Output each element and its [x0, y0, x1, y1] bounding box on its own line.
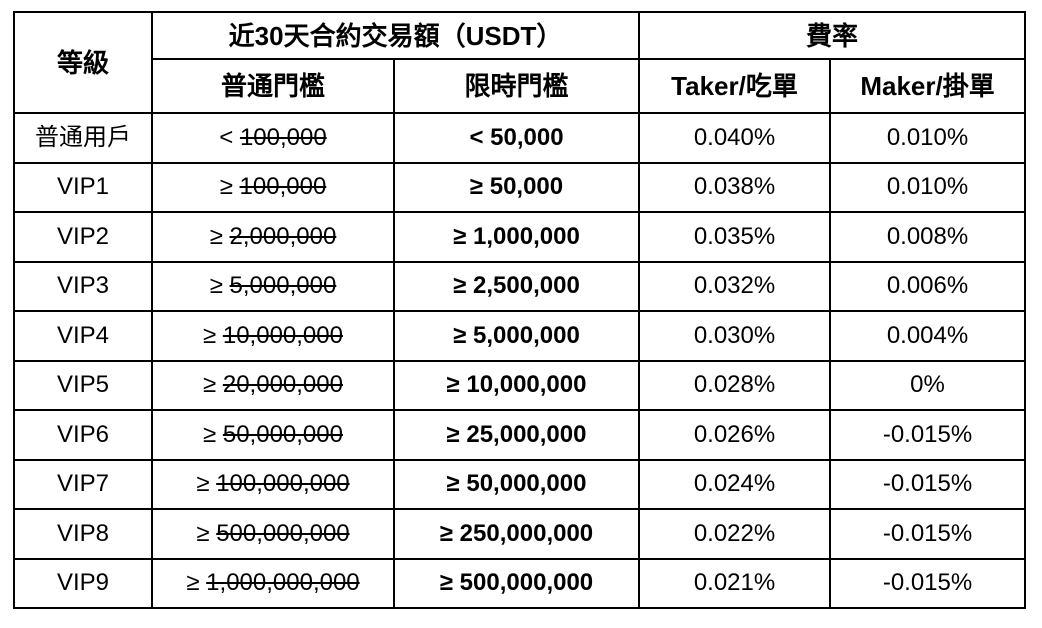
- regular-threshold-old-value: 100,000,000: [216, 470, 350, 498]
- header-taker: Taker/吃單: [638, 58, 832, 114]
- regular-threshold-old-value: 5,000,000: [229, 272, 337, 300]
- regular-threshold-old-value: 100,000: [239, 123, 327, 151]
- taker-rate-cell: 0.040%: [638, 112, 832, 164]
- regular-threshold-old-value: 2,000,000: [229, 222, 337, 250]
- table-row: VIP4 ≥ 10,000,000 ≥ 5,000,000 0.030% 0.004%: [13, 310, 1027, 362]
- table-row: 普通用戶 < 100,000 < 50,000 0.040% 0.010%: [13, 112, 1027, 164]
- tier-cell: VIP5: [13, 359, 153, 411]
- limited-threshold-cell: < 50,000: [392, 112, 641, 164]
- header-regular-threshold: 普通門檻: [151, 58, 395, 114]
- regular-threshold-prefix: ≥: [209, 272, 223, 300]
- maker-rate-cell: 0%: [829, 359, 1027, 411]
- limited-threshold-cell: ≥ 500,000,000: [392, 557, 641, 609]
- taker-rate-cell: 0.022%: [638, 508, 832, 560]
- limited-threshold-cell: ≥ 250,000,000: [392, 508, 641, 560]
- limited-threshold-cell: ≥ 25,000,000: [392, 409, 641, 461]
- regular-threshold-prefix: ≥: [203, 321, 217, 349]
- table-header: 等級 近30天合約交易額（USDT） 費率 普通門檻 限時門檻 Taker/吃單…: [13, 11, 1027, 114]
- table-row: VIP2 ≥ 2,000,000 ≥ 1,000,000 0.035% 0.008%: [13, 211, 1027, 263]
- regular-threshold-old-value: 500,000,000: [216, 519, 350, 547]
- regular-threshold-old-value: 100,000: [239, 173, 327, 201]
- maker-rate-cell: 0.006%: [829, 260, 1027, 312]
- regular-threshold-cell: ≥ 50,000,000: [151, 409, 395, 461]
- table-row: VIP3 ≥ 5,000,000 ≥ 2,500,000 0.032% 0.006%: [13, 260, 1027, 312]
- regular-threshold-prefix: ≥: [186, 569, 200, 597]
- regular-threshold-prefix: ≥: [196, 470, 210, 498]
- regular-threshold-cell: ≥ 100,000: [151, 161, 395, 213]
- table-row: VIP6 ≥ 50,000,000 ≥ 25,000,000 0.026% -0.015…: [13, 409, 1027, 461]
- regular-threshold-cell: ≥ 1,000,000,000: [151, 557, 395, 609]
- header-fee-group: 費率: [638, 11, 1027, 60]
- tier-cell: VIP6: [13, 409, 153, 461]
- regular-threshold-prefix: ≥: [203, 371, 217, 399]
- taker-rate-cell: 0.038%: [638, 161, 832, 213]
- regular-threshold-old-value: 50,000,000: [222, 420, 343, 448]
- regular-threshold-old-value: 1,000,000,000: [206, 569, 360, 597]
- maker-rate-cell: -0.015%: [829, 409, 1027, 461]
- fee-table: 等級 近30天合約交易額（USDT） 費率 普通門檻 限時門檻 Taker/吃單…: [13, 11, 1027, 609]
- maker-rate-cell: -0.015%: [829, 508, 1027, 560]
- header-row-1: 等級 近30天合約交易額（USDT） 費率: [13, 11, 1027, 114]
- regular-threshold-cell: ≥ 5,000,000: [151, 260, 395, 312]
- regular-threshold-old-value: 20,000,000: [222, 371, 343, 399]
- table-row: VIP5 ≥ 20,000,000 ≥ 10,000,000 0.028% 0%: [13, 359, 1027, 411]
- table-row: VIP1 ≥ 100,000 ≥ 50,000 0.038% 0.010%: [13, 161, 1027, 213]
- taker-rate-cell: 0.030%: [638, 310, 832, 362]
- regular-threshold-cell: ≥ 100,000,000: [151, 458, 395, 510]
- taker-rate-cell: 0.026%: [638, 409, 832, 461]
- tier-cell: VIP8: [13, 508, 153, 560]
- table-row: VIP9 ≥ 1,000,000,000 ≥ 500,000,000 0.021% -0…: [13, 557, 1027, 609]
- limited-threshold-cell: ≥ 10,000,000: [392, 359, 641, 411]
- regular-threshold-cell: ≥ 20,000,000: [151, 359, 395, 411]
- tier-cell: VIP7: [13, 458, 153, 510]
- taker-rate-cell: 0.035%: [638, 211, 832, 263]
- regular-threshold-cell: ≥ 500,000,000: [151, 508, 395, 560]
- maker-rate-cell: 0.010%: [829, 112, 1027, 164]
- regular-threshold-prefix: ≥: [203, 420, 217, 448]
- taker-rate-cell: 0.028%: [638, 359, 832, 411]
- regular-threshold-prefix: <: [219, 123, 234, 151]
- regular-threshold-old-value: 10,000,000: [222, 321, 343, 349]
- maker-rate-cell: -0.015%: [829, 557, 1027, 609]
- tier-cell: VIP1: [13, 161, 153, 213]
- limited-threshold-cell: ≥ 5,000,000: [392, 310, 641, 362]
- limited-threshold-cell: ≥ 50,000,000: [392, 458, 641, 510]
- limited-threshold-cell: ≥ 2,500,000: [392, 260, 641, 312]
- regular-threshold-cell: ≥ 2,000,000: [151, 211, 395, 263]
- maker-rate-cell: 0.008%: [829, 211, 1027, 263]
- regular-threshold-prefix: ≥: [209, 222, 223, 250]
- tier-cell: VIP3: [13, 260, 153, 312]
- table-body: 普通用戶 < 100,000 < 50,000 0.040% 0.010% VIP1 ≥ 1…: [13, 112, 1027, 609]
- header-row-2: 普通門檻 限時門檻 Taker/吃單 Maker/掛單: [14, 58, 1027, 114]
- header-maker: Maker/掛單: [829, 58, 1027, 114]
- limited-threshold-cell: ≥ 50,000: [392, 161, 641, 213]
- tier-cell: 普通用戶: [13, 112, 153, 164]
- tier-cell: VIP4: [13, 310, 153, 362]
- header-level: 等級: [13, 11, 153, 114]
- table-row: VIP8 ≥ 500,000,000 ≥ 250,000,000 0.022% -0.0…: [13, 508, 1027, 560]
- taker-rate-cell: 0.021%: [638, 557, 832, 609]
- regular-threshold-prefix: ≥: [219, 173, 233, 201]
- taker-rate-cell: 0.032%: [638, 260, 832, 312]
- maker-rate-cell: 0.010%: [829, 161, 1027, 213]
- regular-threshold-prefix: ≥: [196, 519, 210, 547]
- tier-cell: VIP9: [13, 557, 153, 609]
- regular-threshold-cell: ≥ 10,000,000: [151, 310, 395, 362]
- maker-rate-cell: -0.015%: [829, 458, 1027, 510]
- table-row: VIP7 ≥ 100,000,000 ≥ 50,000,000 0.024% -0.01…: [13, 458, 1027, 510]
- header-limited-threshold: 限時門檻: [392, 58, 641, 114]
- limited-threshold-cell: ≥ 1,000,000: [392, 211, 641, 263]
- regular-threshold-cell: < 100,000: [151, 112, 395, 164]
- tier-cell: VIP2: [13, 211, 153, 263]
- header-volume-group: 近30天合約交易額（USDT）: [150, 11, 641, 60]
- maker-rate-cell: 0.004%: [829, 310, 1027, 362]
- taker-rate-cell: 0.024%: [638, 458, 832, 510]
